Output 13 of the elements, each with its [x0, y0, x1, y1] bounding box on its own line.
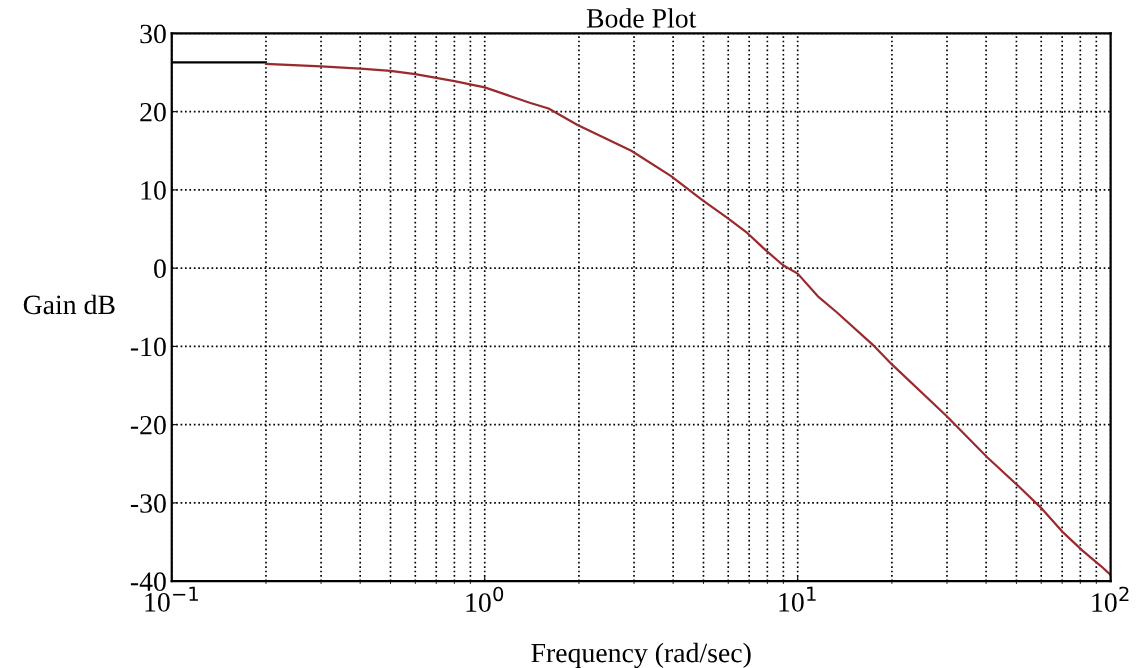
- y-tick-label: -20: [130, 415, 166, 435]
- x-tick-label: 10$^{1}$: [779, 586, 816, 612]
- y-tick-label: -30: [130, 494, 166, 513]
- y-axis-title: Gain dB: [23, 294, 115, 315]
- y-tick-label: -10: [130, 337, 166, 357]
- y-tick-label: 20: [140, 102, 166, 122]
- y-tick-label: 0: [154, 259, 166, 279]
- x-axis-title: Frequency (rad/sec): [531, 642, 751, 668]
- y-tick-label: 30: [140, 24, 166, 44]
- x-tick-label: 10$^{0}$: [466, 586, 504, 612]
- x-tick-label: 10$^{2}$: [1092, 586, 1129, 612]
- y-tick-label: 10: [141, 181, 166, 200]
- chart-title: Bode Plot: [586, 8, 697, 28]
